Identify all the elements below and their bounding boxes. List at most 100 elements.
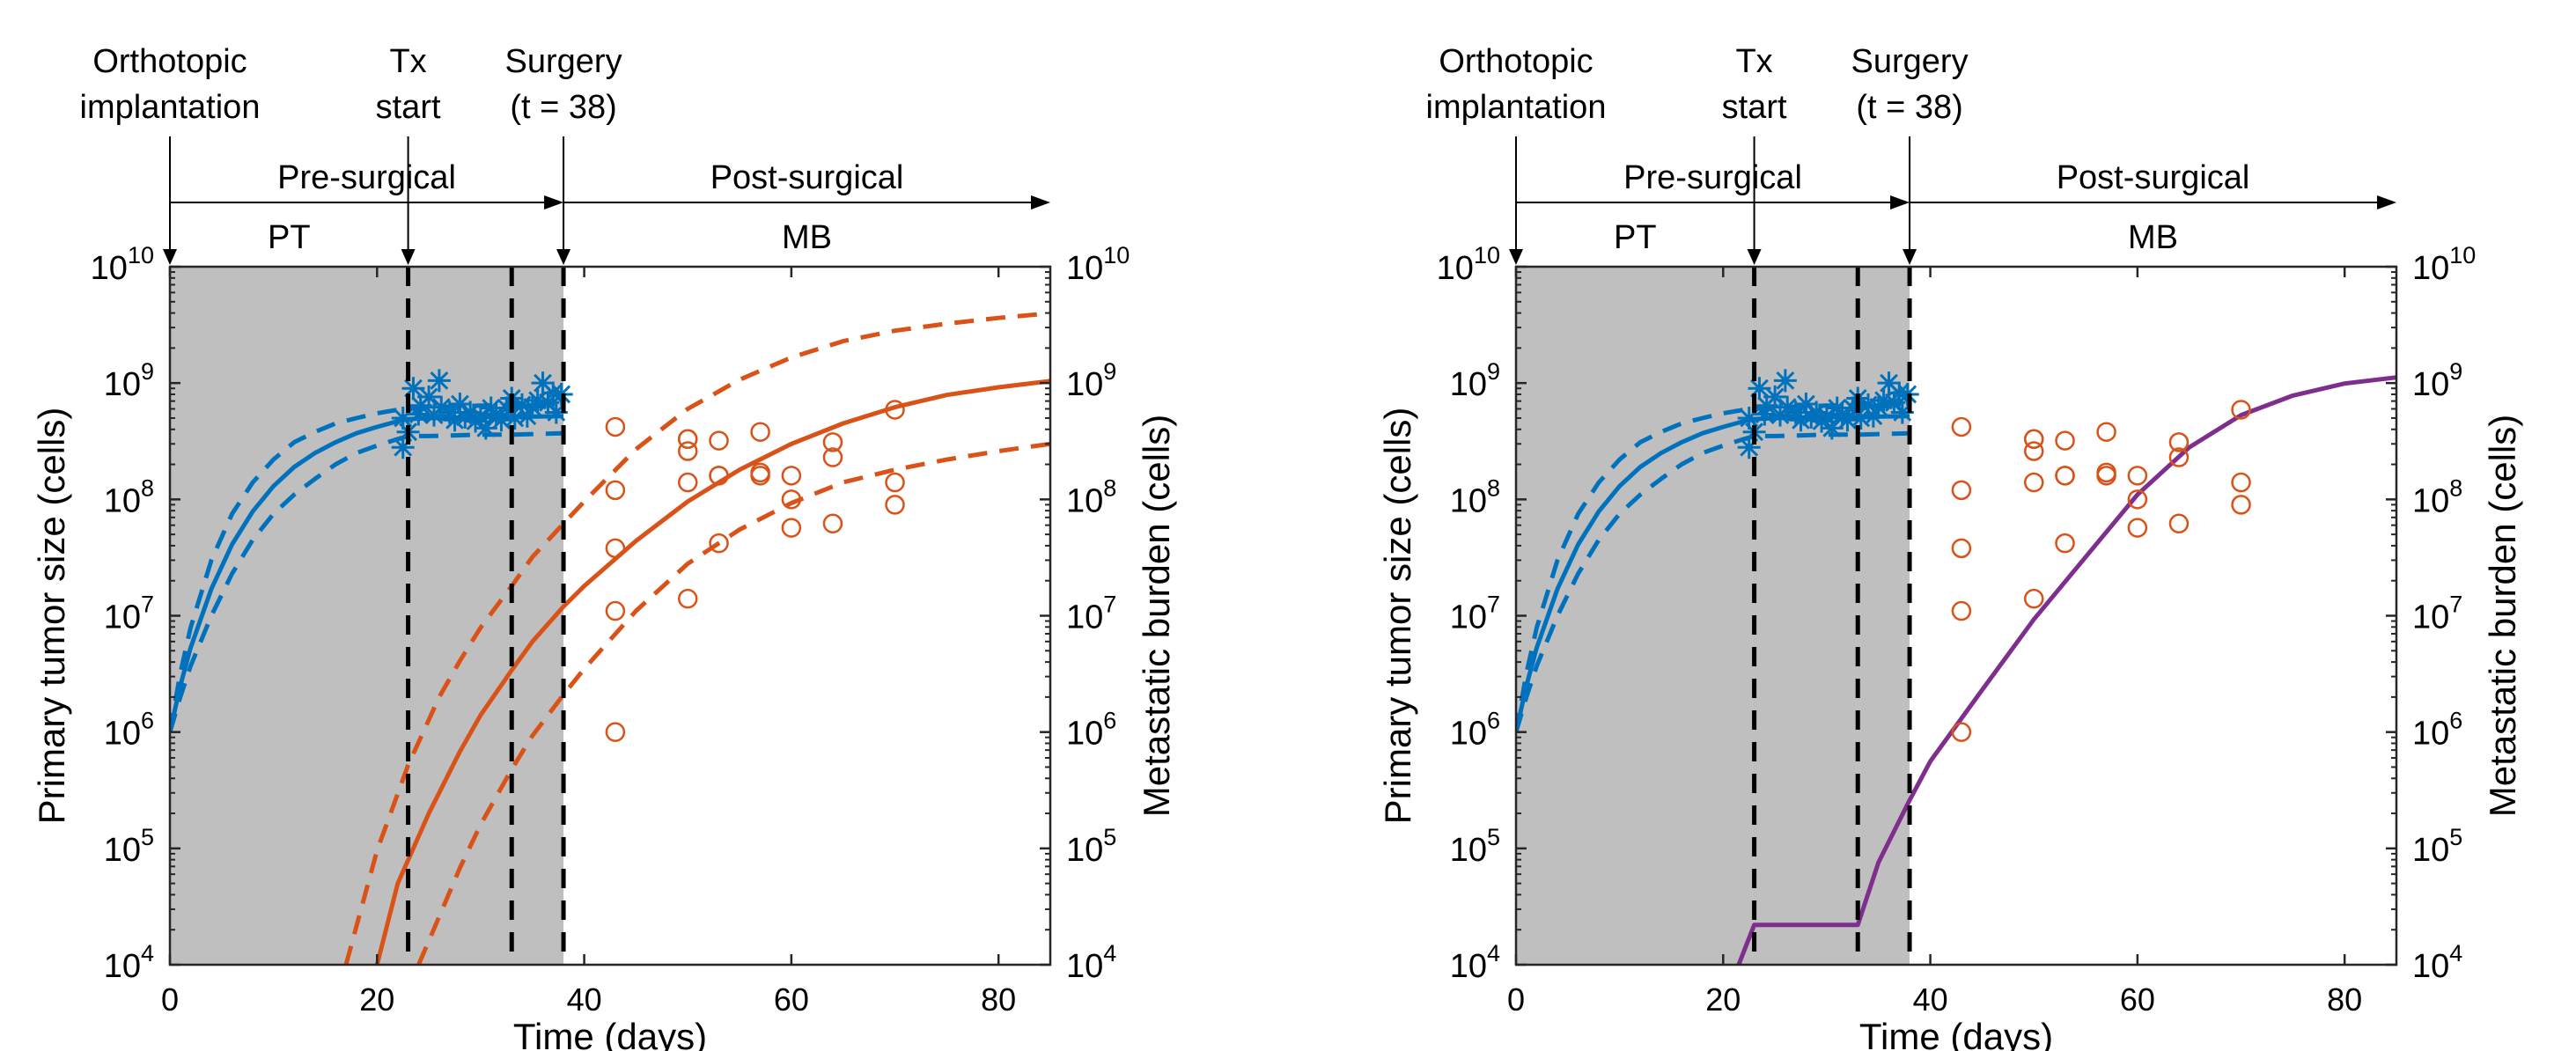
- chart-2-phase-label-2: Post-surgical: [2057, 159, 2250, 196]
- chart-1-series-pt-lower: [170, 430, 564, 733]
- chart-2-event-label-2: start: [1722, 89, 1787, 126]
- chart-2-phase-sublabel-2: MB: [2128, 219, 2178, 256]
- chart-1-mb-point: [605, 600, 626, 621]
- chart-1-mb-point: [822, 432, 843, 452]
- chart-1-pt-point: [495, 396, 519, 420]
- chart-1-y-tick-label-right: 105: [1066, 824, 1116, 869]
- chart-2-mb-point: [2168, 447, 2190, 467]
- chart-2-mb-point: [2096, 422, 2116, 442]
- chart-2-phase-arrowhead-1: [1890, 195, 1910, 209]
- chart-1-y-tick-exponent: 6: [141, 708, 154, 734]
- chart-1-pt-point: [459, 401, 482, 424]
- chart-2-pt-point: [1737, 406, 1761, 430]
- chart-2-y-tick-exponent: 8: [1487, 474, 1500, 501]
- chart-1-y-tick-base: 10: [104, 482, 141, 519]
- chart-2-y-tick-base: 10: [1450, 716, 1487, 753]
- chart-1-mb-point: [781, 489, 802, 510]
- chart-1-x-tick-label: 80: [981, 981, 1016, 1018]
- chart-2-y-tick-label-left: 1010: [1437, 242, 1500, 287]
- chart-1-mb-point: [781, 466, 802, 486]
- chart-2-y-tick-label-right: 109: [2412, 358, 2462, 403]
- chart-2-pt-point: [1877, 371, 1901, 395]
- chart-1-y-tick-base: 10: [104, 366, 141, 403]
- chart-1-mb-point: [885, 495, 905, 515]
- chart-2-mb-point: [2023, 441, 2044, 461]
- chart-1-y-axis-label-left: Primary tumor size (cells): [31, 408, 72, 825]
- chart-1-pt-point: [391, 406, 415, 430]
- chart-2-mb-point: [2127, 489, 2148, 510]
- chart-2-x-axis-label: Time (days): [1859, 1016, 2053, 1051]
- chart-1-y-tick-base: 10: [1066, 482, 1103, 519]
- chart-2-x-tick-label: 40: [1913, 981, 1948, 1018]
- chart-2-mb-point: [2231, 472, 2251, 493]
- chart-2-phase-sublabel-1: PT: [1614, 219, 1657, 256]
- chart-2-mb-point: [2096, 466, 2116, 486]
- chart-1-pt-point: [515, 404, 539, 428]
- chart-1-y-tick-label-left: 108: [104, 474, 154, 519]
- chart-1-phase-arrowhead-1: [544, 195, 564, 209]
- chart-2-pt-point: [1784, 401, 1807, 424]
- chart-2-y-tick-label-left: 106: [1450, 708, 1500, 753]
- chart-2-event-label-1: Orthotopic: [1439, 43, 1593, 80]
- chart-2-y-tick-label-right: 108: [2412, 474, 2462, 519]
- chart-2-y-tick-exponent: 8: [2449, 474, 2462, 501]
- chart-1-mb-point: [709, 533, 729, 554]
- chart-1-phase-arrowhead-2: [1031, 195, 1050, 209]
- chart-1-pt-point: [438, 401, 461, 424]
- chart-1-y-tick-label-right: 109: [1066, 358, 1116, 403]
- chart-2-y-tick-base: 10: [2412, 832, 2449, 869]
- chart-2-y-tick-exponent: 7: [2449, 592, 2462, 618]
- chart-2-y-tick-label-left: 105: [1450, 824, 1500, 869]
- chart-2-y-axis-label-left: Primary tumor size (cells): [1377, 408, 1418, 825]
- chart-1-mb-point: [605, 480, 626, 501]
- chart-1-y-tick-label-left: 107: [104, 592, 154, 636]
- chart-2-pt-point: [1755, 393, 1778, 417]
- chart-2-y-tick-exponent: 7: [1487, 592, 1500, 618]
- chart-2-event-arrowhead-2: [1747, 249, 1762, 265]
- chart-1-y-tick-label-right: 104: [1066, 940, 1116, 985]
- chart-2-pt-point: [1763, 385, 1787, 408]
- chart-2-y-tick-label-right: 105: [2412, 824, 2462, 869]
- chart-2-y-tick-label-right: 107: [2412, 592, 2462, 636]
- chart-1-y-tick-base: 10: [1066, 250, 1103, 287]
- chart-2-y-tick-label-left: 107: [1450, 592, 1500, 636]
- chart-1-y-tick-exponent: 10: [128, 242, 154, 268]
- chart-2-mb-point: [2168, 432, 2190, 452]
- chart-1-mb-point: [709, 430, 729, 451]
- chart-2-mb-point: [2127, 466, 2148, 486]
- chart-1-event-label-1: implantation: [80, 89, 261, 126]
- chart-1-mb-point: [885, 400, 905, 420]
- chart-2-pt-point: [1748, 377, 1771, 401]
- chart-1-event-label-2: Tx: [389, 43, 426, 80]
- chart-1-y-tick-base: 10: [1066, 599, 1103, 636]
- chart-2-pt-point: [1814, 404, 1838, 428]
- chart-1-y-tick-exponent: 4: [141, 940, 154, 966]
- chart-1-mb-point: [822, 513, 843, 534]
- chart-2-y-tick-exponent: 9: [1487, 358, 1500, 385]
- chart-1-series-mb-lower: [416, 441, 1050, 965]
- chart-1-pt-point: [511, 393, 534, 416]
- chart-1-y-tick-exponent: 8: [141, 474, 154, 501]
- chart-2-pt-point: [1789, 408, 1813, 432]
- chart-1-y-tick-label-left: 105: [104, 824, 154, 869]
- chart-2-y-tick-exponent: 5: [2449, 824, 2462, 850]
- chart-1-y-tick-exponent: 7: [141, 592, 154, 618]
- chart-1-y-tick-label-left: 104: [104, 940, 154, 985]
- chart-1-series-mb-upper: [343, 311, 1050, 965]
- chart-2-phase-label-1: Pre-surgical: [1623, 159, 1802, 196]
- chart-1-x-tick-label: 0: [161, 981, 179, 1018]
- chart-2-pt-point: [1805, 401, 1829, 424]
- chart-1-y-tick-base: 10: [1066, 948, 1103, 985]
- chart-2-y-tick-exponent: 10: [2449, 242, 2476, 268]
- chart-2-y-tick-exponent: 10: [1474, 242, 1500, 268]
- chart-1-series-pt-upper: [170, 401, 564, 733]
- chart-2-mb-point: [2168, 513, 2190, 534]
- chart-1-y-tick-base: 10: [104, 716, 141, 753]
- chart-2-y-tick-label-left: 108: [1450, 474, 1500, 519]
- chart-2-event-label-3: Surgery: [1851, 43, 1969, 80]
- chart-1-pt-point: [489, 408, 513, 432]
- chart-2-y-tick-label-right: 1010: [2412, 242, 2476, 287]
- chart-2-y-tick-label-left: 109: [1450, 358, 1500, 403]
- chart-2-x-tick-label: 80: [2327, 981, 2362, 1018]
